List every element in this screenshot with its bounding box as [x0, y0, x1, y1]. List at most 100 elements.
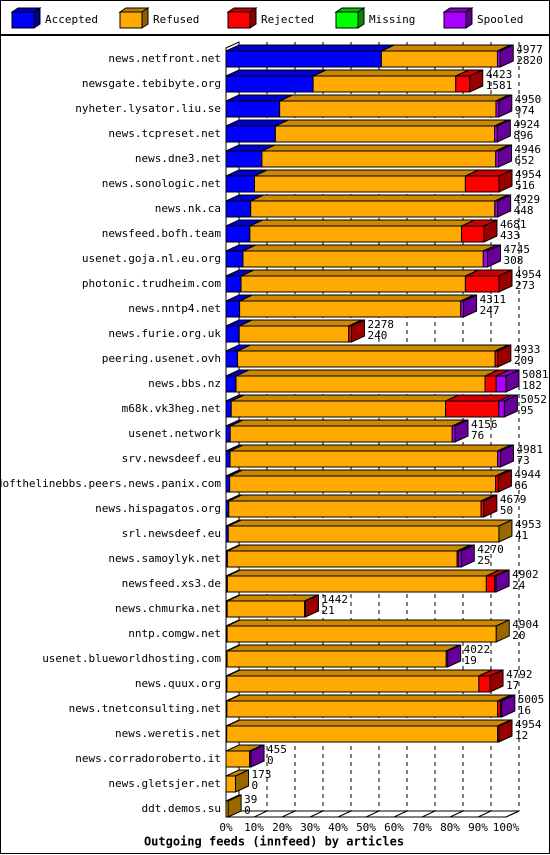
- bar-segment: [226, 600, 306, 618]
- total-label: 4929: [514, 193, 541, 206]
- tick-mark: [477, 810, 492, 818]
- accepted-label: 896: [513, 129, 533, 142]
- y-tick-label: nntp.comgw.net: [128, 627, 221, 640]
- bar-segment: [226, 550, 458, 568]
- y-tick-label: srv.newsdeef.eu: [122, 452, 221, 465]
- bar-top: [228, 519, 513, 527]
- bar-side: [495, 569, 510, 593]
- y-tick-label: news.tcpreset.net: [108, 127, 221, 140]
- bar-side: [499, 444, 514, 468]
- total-label: 39: [244, 793, 257, 806]
- accepted-label: 25: [477, 554, 490, 567]
- total-label: 2278: [368, 318, 395, 331]
- y-tick-label: news.samoylyk.net: [108, 552, 221, 565]
- bar-top: [226, 644, 460, 652]
- bar-segment: [498, 400, 505, 418]
- y-tick-label: peering.usenet.ovh: [102, 352, 221, 365]
- bar-segment: [239, 300, 462, 318]
- bar-segment: [225, 275, 242, 293]
- bar-segment: [229, 475, 497, 493]
- x-tick-label: 40%: [328, 821, 348, 834]
- total-label: 4745: [503, 243, 530, 256]
- bar-top: [229, 469, 509, 477]
- bar-segment: [225, 125, 276, 143]
- bar-side: [483, 494, 498, 518]
- bar-segment: [485, 575, 496, 593]
- x-tick-label: 90%: [468, 821, 488, 834]
- bar-top: [225, 44, 395, 52]
- bar-top: [226, 719, 511, 727]
- legend-swatch: [443, 11, 467, 29]
- bar-side: [463, 294, 478, 318]
- total-label: 4953: [515, 518, 542, 531]
- y-tick-label: srl.newsdeef.eu: [122, 527, 221, 540]
- bar-top: [239, 294, 474, 302]
- bar-segment: [227, 525, 500, 543]
- tick-mark: [505, 810, 520, 818]
- bar-segment: [495, 375, 507, 393]
- accepted-label: 24: [512, 579, 526, 592]
- x-tick-label: 50%: [356, 821, 376, 834]
- legend-swatch: [11, 11, 35, 29]
- bar-side: [501, 694, 516, 718]
- bar-side: [505, 369, 520, 393]
- bar-side: [454, 419, 469, 443]
- bar-segment: [250, 200, 496, 218]
- bar-segment: [225, 775, 237, 793]
- bar-segment: [484, 375, 497, 393]
- x-tick-label: 20%: [272, 821, 292, 834]
- bar-segment: [226, 625, 497, 643]
- bar-segment: [464, 275, 500, 293]
- bar-top: [235, 369, 499, 377]
- total-label: 1442: [321, 593, 348, 606]
- x-tick-label: 0%: [219, 821, 233, 834]
- legend-label: Spooled: [477, 13, 523, 26]
- bar-side: [235, 769, 250, 793]
- x-tick-label: 100%: [493, 821, 520, 834]
- accepted-label: 0: [267, 754, 274, 767]
- total-label: 4792: [506, 668, 533, 681]
- bar-segment: [225, 325, 240, 343]
- accepted-label: 0: [244, 804, 251, 817]
- y-tick-label: news.nntp4.net: [128, 302, 221, 315]
- accepted-label: 448: [514, 204, 534, 217]
- bar-segment: [225, 50, 382, 68]
- y-tick-label: m68k.vk3heg.net: [122, 402, 221, 415]
- total-label: 4954: [515, 268, 542, 281]
- bar-side: [304, 594, 319, 618]
- bar-top: [227, 569, 500, 577]
- accepted-label: 19: [464, 654, 477, 667]
- bar-top: [250, 194, 509, 202]
- y-tick-label: news.chmurka.net: [115, 602, 221, 615]
- accepted-label: 1581: [486, 79, 513, 92]
- bar-segment: [226, 575, 487, 593]
- bar-side: [503, 394, 518, 418]
- bar-side: [489, 669, 504, 693]
- bar-top: [279, 94, 510, 102]
- bar-segment: [464, 175, 500, 193]
- y-tick-label: newsfeed.xs3.de: [122, 577, 221, 590]
- bar-segment: [225, 475, 231, 493]
- y-tick-label: endofthelinebbs.peers.news.panix.com: [0, 477, 221, 490]
- tick-mark: [365, 810, 380, 818]
- bar-segment: [229, 450, 499, 468]
- x-tick-label: 80%: [440, 821, 460, 834]
- x-tick-label: 60%: [384, 821, 404, 834]
- total-label: 4954: [515, 168, 542, 181]
- bar-segment: [225, 300, 241, 318]
- total-label: 173: [252, 768, 272, 781]
- total-label: 4311: [480, 293, 507, 306]
- bar-segment: [225, 150, 263, 168]
- bar-side: [486, 244, 501, 268]
- bar-top: [229, 419, 466, 427]
- bar-top: [254, 169, 479, 177]
- y-tick-label: ddt.demos.su: [142, 802, 221, 815]
- total-label: 455: [267, 743, 287, 756]
- bar-side: [498, 519, 513, 543]
- legend-label: Missing: [369, 13, 415, 26]
- accepted-label: 2820: [516, 54, 543, 67]
- total-label: 4981: [516, 443, 543, 456]
- bar-top: [242, 244, 497, 252]
- bar-top: [249, 219, 475, 227]
